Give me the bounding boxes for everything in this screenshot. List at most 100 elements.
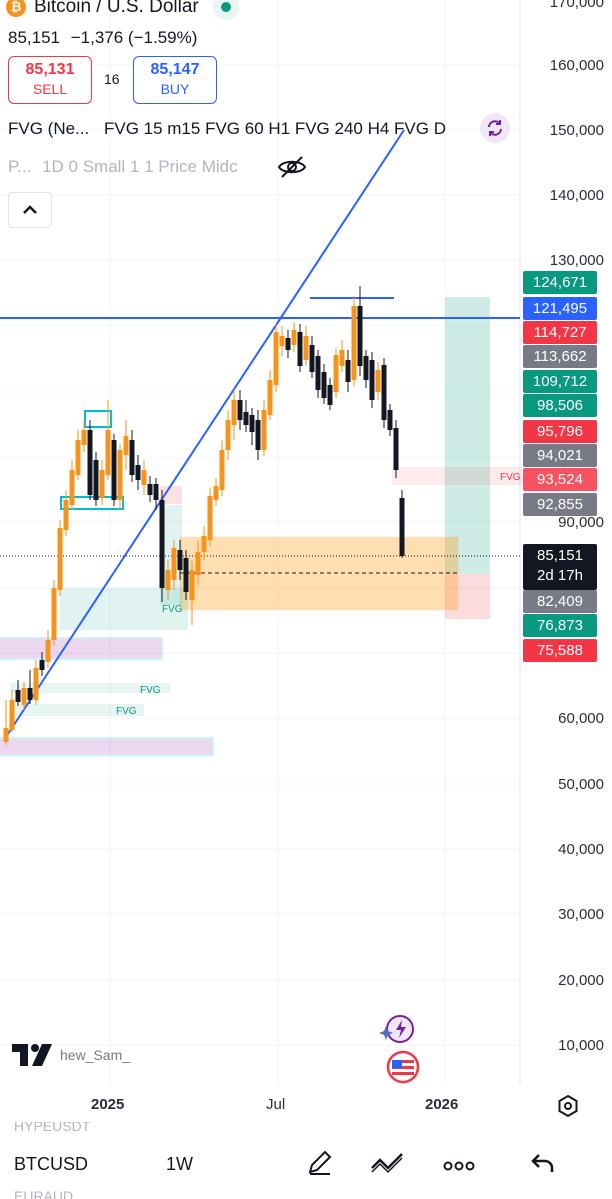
candle-body [165, 570, 171, 590]
candle-body [291, 330, 297, 345]
active-interval[interactable]: 1W [166, 1154, 193, 1174]
active-symbol[interactable]: BTCUSD [14, 1154, 89, 1174]
price-tag: 92,855 [523, 493, 597, 516]
candle-body [129, 440, 135, 475]
indicator-row-price[interactable]: P... 1D 0 Small 1 1 Price Midc [8, 157, 260, 177]
axis-40k: 40,000 [558, 841, 604, 858]
candle-body [27, 688, 33, 700]
indicator-params: 1D 0 Small 1 1 Price Midc [42, 157, 238, 176]
symbol-header[interactable]: ₿ Bitcoin / U.S. Dollar [6, 0, 239, 20]
candle-body [399, 498, 405, 556]
candle-body [375, 370, 381, 392]
candle-body [345, 360, 351, 382]
candle-body [147, 484, 153, 495]
candle-body [201, 536, 207, 552]
axis-10k: 10,000 [558, 1037, 604, 1054]
candle-body [21, 688, 27, 705]
candle-body [315, 356, 321, 390]
x-label-2026: 2026 [425, 1096, 459, 1113]
price-tag: 93,524 [523, 468, 597, 491]
candle-body [219, 450, 225, 490]
candle-body [351, 306, 357, 380]
next-symbol-name: EURAUD [14, 1188, 74, 1199]
candle-body [249, 415, 255, 432]
cyan-box-2 [60, 496, 124, 510]
candle-body [117, 450, 123, 500]
sell-label: SELL [32, 81, 68, 97]
candle-body [69, 470, 75, 505]
fvg-zone-red [392, 467, 522, 485]
prev-symbol-name: HYPEUSDT [14, 1122, 91, 1134]
buy-label: BUY [160, 81, 190, 97]
candle-body [105, 430, 111, 475]
axis-140k: 140,000 [549, 187, 604, 204]
purple-zone-1 [0, 637, 163, 660]
price-tag: 82,409 [523, 590, 597, 613]
x-label-2025: 2025 [91, 1096, 125, 1113]
price-tag: 95,796 [523, 420, 597, 443]
price-tag: 109,712 [523, 370, 597, 393]
candle-body [39, 660, 45, 670]
bitcoin-icon: ₿ [6, 0, 26, 17]
more-options-icon[interactable] [443, 1158, 475, 1176]
orange-order-block [179, 536, 459, 611]
indicators-icon[interactable] [370, 1150, 406, 1179]
candle-body [9, 700, 15, 730]
undo-icon[interactable] [530, 1152, 556, 1179]
chart-canvas[interactable]: FVG FVG FVG FVG [0, 0, 612, 1120]
market-status-icon [212, 0, 239, 20]
candle-body [297, 332, 303, 366]
price-change-row: 85,151 −1,376 (−1.59%) [8, 28, 197, 48]
sell-button[interactable]: 85,131 SELL [8, 56, 92, 104]
candles [3, 286, 405, 745]
axis-160k: 160,000 [549, 57, 604, 74]
candle-body [381, 365, 387, 420]
candle-body [387, 410, 393, 430]
fvg-zone-pink [160, 486, 182, 504]
candle-body [393, 428, 399, 470]
candle-body [123, 436, 129, 455]
candle-body [87, 430, 93, 495]
price-tag: 113,662 [523, 345, 597, 368]
fvg-zone-green-3 [10, 683, 170, 693]
candle-body [141, 470, 147, 485]
price-tag: 75,588 [523, 639, 597, 662]
candle-body [279, 336, 285, 346]
candle-body [33, 668, 39, 700]
ai-assistant-icon[interactable] [378, 1013, 416, 1045]
fvg-zone-green-4 [10, 704, 144, 716]
drawing-pen-icon[interactable] [306, 1148, 334, 1181]
chevron-up-icon [23, 205, 37, 214]
current-price: 85,151 [537, 547, 583, 564]
candle-body [369, 360, 375, 400]
candle-body [153, 484, 159, 500]
candle-body [285, 338, 291, 350]
collapse-legend-button[interactable] [8, 192, 52, 228]
purple-zone-2 [0, 737, 214, 756]
hidden-eye-icon[interactable] [276, 154, 308, 185]
candle-body [213, 486, 219, 500]
axis-20k: 20,000 [558, 972, 604, 989]
buy-button[interactable]: 85,147 BUY [133, 56, 217, 104]
candle-body [3, 728, 9, 742]
prev-symbol[interactable]: HYPEUSDT 1D [14, 1122, 90, 1134]
indicator-row-fvg[interactable]: FVG (Ne... FVG 15 m15 FVG 60 H1 FVG 240 … [8, 119, 474, 139]
price-tag: 121,495 [523, 297, 597, 320]
axis-130k: 130,000 [549, 252, 604, 269]
candle-body [15, 690, 21, 702]
trend-line [3, 129, 405, 741]
cyan-box-1 [84, 410, 112, 428]
settings-hexagon-icon[interactable] [556, 1094, 580, 1123]
axis-30k: 30,000 [558, 906, 604, 923]
bottom-toolbar: HYPEUSDT 1D BTCUSD 1W EURAUD 1M [0, 1120, 612, 1199]
candle-body [81, 430, 87, 445]
refresh-icon[interactable] [480, 113, 510, 143]
long-position-zone [445, 297, 490, 574]
candle-body [111, 440, 117, 500]
bar-countdown: 2d 17h [537, 567, 583, 584]
price-tag: 124,671 [523, 271, 597, 294]
us-flag-icon[interactable] [384, 1050, 422, 1084]
stop-zone [445, 574, 490, 619]
next-symbol[interactable]: EURAUD 1M [14, 1188, 73, 1199]
author-watermark: hew_Sam_ [60, 1047, 131, 1063]
